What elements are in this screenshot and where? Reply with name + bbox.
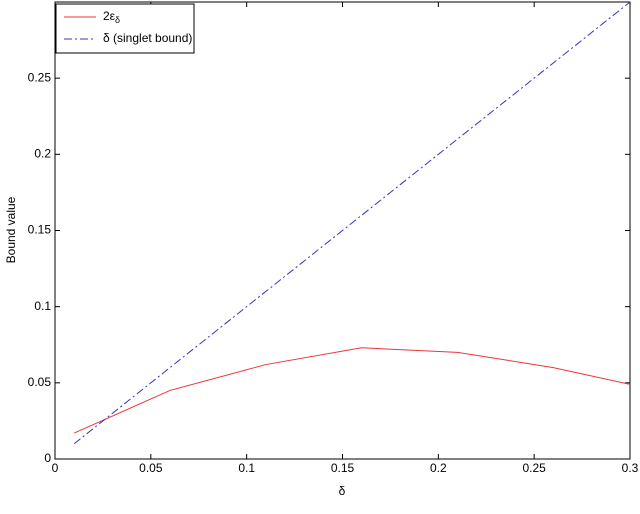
x-tick-label: 0.2 (430, 461, 447, 475)
series-line (73, 1, 631, 445)
y-tick-label: 0.2 (34, 147, 51, 161)
x-axis-label: δ (339, 484, 346, 498)
y-tick-label: 0.1 (34, 299, 51, 313)
x-tick-label: 0.3 (622, 461, 639, 475)
x-tick-label: 0.05 (139, 461, 163, 475)
y-tick-label: 0.25 (28, 70, 52, 84)
y-tick-label: 0 (44, 451, 51, 465)
y-axis-label: Bound value (4, 196, 18, 263)
legend-box (55, 3, 195, 54)
series-line (73, 347, 631, 434)
legend-label: δ (singlet bound) (103, 31, 192, 45)
y-tick-label: 0.05 (28, 375, 52, 389)
y-tick-label: 0.15 (28, 223, 52, 237)
x-tick-label: 0.15 (331, 461, 355, 475)
x-tick-label: 0.1 (238, 461, 255, 475)
x-tick-label: 0 (52, 461, 59, 475)
x-tick-label: 0.25 (522, 461, 546, 475)
